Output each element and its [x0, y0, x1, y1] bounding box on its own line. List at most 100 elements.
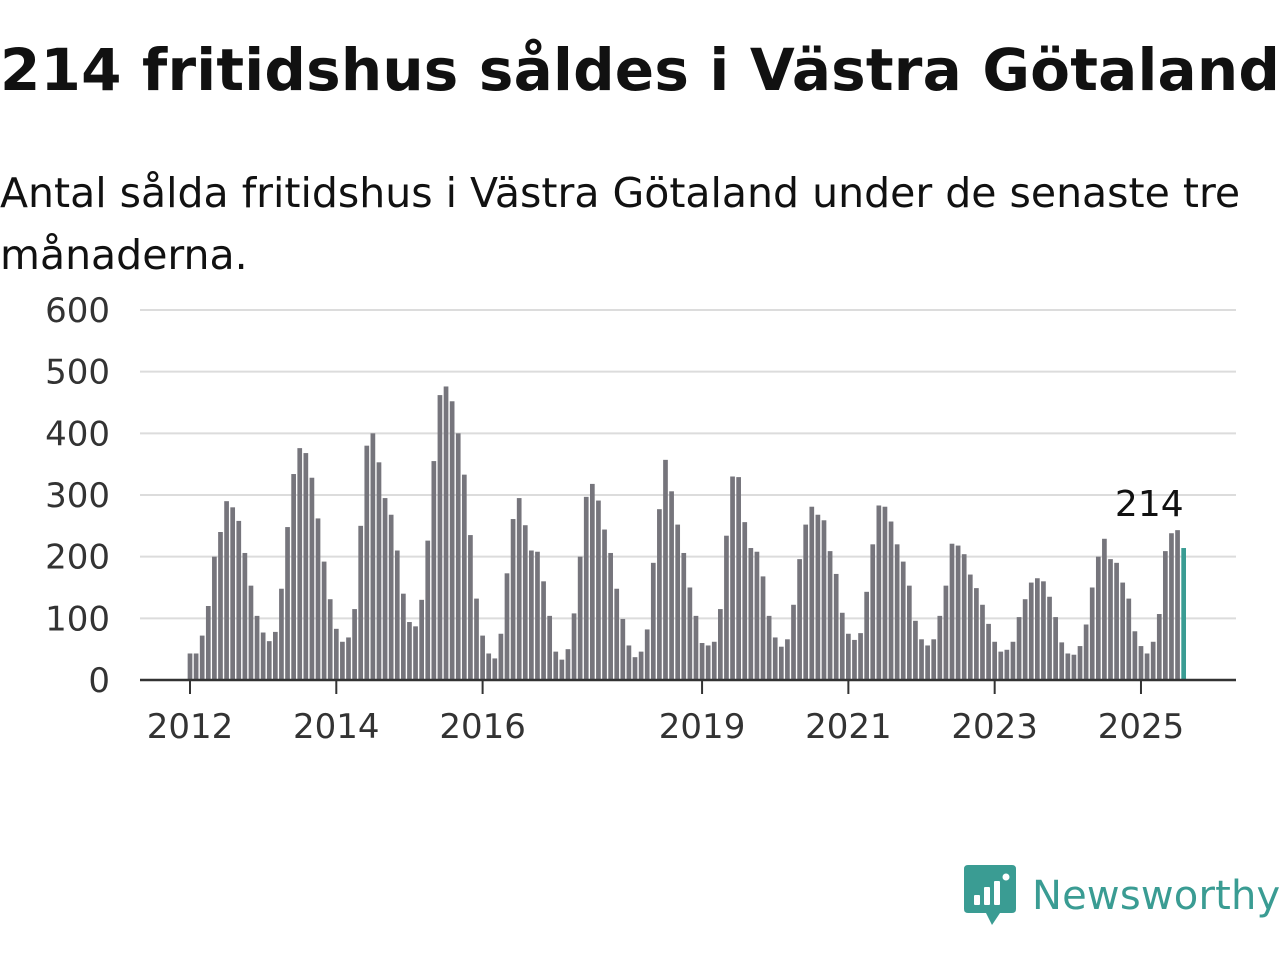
bar — [285, 527, 290, 680]
bar — [772, 637, 778, 680]
newsworthy-logo-icon — [964, 865, 1016, 925]
bar — [1114, 562, 1119, 680]
bar — [480, 635, 485, 680]
bar — [650, 562, 656, 680]
bar — [815, 514, 821, 680]
bar — [827, 551, 833, 680]
y-tick-label: 400 — [45, 414, 110, 454]
bar — [846, 633, 851, 680]
bar — [705, 645, 711, 680]
bar — [602, 529, 607, 680]
bar — [986, 623, 991, 680]
bar — [620, 618, 626, 680]
bar — [943, 585, 949, 680]
x-tick-label: 2021 — [805, 707, 892, 747]
bar — [273, 631, 278, 680]
bar — [254, 615, 260, 680]
bar — [1108, 559, 1113, 680]
bar — [663, 459, 668, 680]
bar — [1083, 624, 1089, 680]
bar — [1175, 530, 1180, 680]
bar — [1053, 617, 1058, 680]
bar — [401, 593, 406, 680]
bar — [760, 576, 766, 680]
bar — [906, 585, 912, 680]
bar — [675, 524, 681, 680]
bar — [596, 500, 601, 680]
bar — [748, 548, 754, 680]
bar — [852, 639, 857, 680]
y-tick-label: 600 — [45, 291, 110, 331]
bar — [614, 588, 620, 680]
bar — [443, 386, 449, 680]
bar — [638, 651, 644, 680]
bar — [309, 477, 315, 680]
bar — [230, 507, 236, 680]
highlight-value-label: 214 — [1115, 484, 1184, 525]
bar — [1022, 599, 1028, 680]
bar — [724, 535, 729, 680]
bar — [919, 639, 924, 680]
bar — [193, 653, 199, 680]
bar — [657, 509, 662, 680]
bar — [1163, 551, 1168, 680]
y-tick-label: 0 — [88, 661, 110, 701]
bar — [1065, 653, 1071, 680]
y-axis: 0 100 200 300 400 500 600 — [45, 291, 110, 701]
bar-highlight — [1181, 548, 1186, 680]
bar — [925, 645, 930, 680]
bar — [199, 635, 205, 680]
bar — [809, 506, 815, 680]
bar — [242, 552, 248, 680]
bar — [608, 552, 613, 680]
bar — [1004, 649, 1010, 680]
brand-logo: Newsworthy — [964, 864, 1280, 928]
bar — [559, 659, 565, 680]
bar — [589, 483, 595, 680]
bar — [535, 551, 540, 680]
bar — [1028, 582, 1034, 680]
bar — [407, 622, 412, 680]
bar — [541, 581, 546, 680]
bar — [980, 604, 985, 680]
bar — [888, 521, 894, 680]
y-tick-label: 100 — [45, 599, 110, 639]
annotations: 214 — [1115, 484, 1184, 525]
bar — [797, 559, 802, 680]
bar — [553, 651, 559, 680]
bar — [571, 613, 577, 680]
bar — [681, 552, 687, 680]
bar — [1059, 642, 1065, 680]
bar — [742, 522, 748, 680]
y-tick-label: 300 — [45, 476, 110, 516]
bar — [870, 544, 876, 680]
bar — [931, 639, 937, 680]
y-tick-label: 200 — [45, 538, 110, 578]
bar — [358, 525, 364, 680]
bar — [547, 615, 553, 680]
bar — [1035, 578, 1040, 680]
bar — [565, 649, 571, 680]
bar — [187, 653, 193, 680]
bar — [626, 645, 632, 680]
bars — [187, 386, 1186, 680]
bar — [1089, 587, 1095, 680]
bar — [669, 491, 674, 680]
bar — [1169, 533, 1174, 680]
bar — [1138, 646, 1144, 680]
bar — [583, 496, 589, 680]
bar — [913, 620, 918, 680]
bar — [327, 599, 333, 680]
bar — [1010, 641, 1016, 680]
bar — [522, 525, 528, 680]
bar — [333, 628, 339, 680]
bar — [449, 401, 455, 680]
bar — [297, 448, 303, 680]
bar — [1150, 641, 1156, 680]
bar — [992, 641, 998, 680]
bar — [370, 433, 376, 680]
bar — [1077, 646, 1083, 680]
bar — [205, 606, 211, 680]
bar — [516, 498, 522, 680]
bar — [492, 658, 498, 680]
